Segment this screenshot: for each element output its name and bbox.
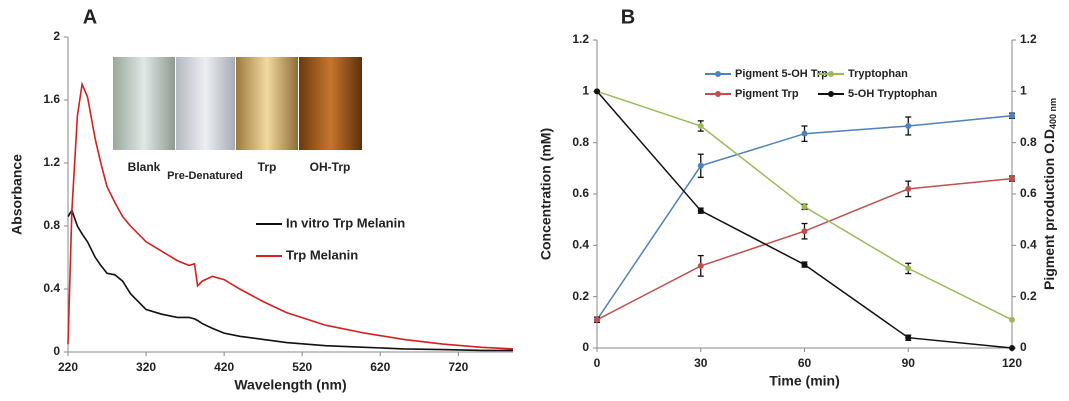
y2-tick-label: 0.8 bbox=[1020, 135, 1037, 149]
point bbox=[905, 122, 912, 129]
y-tick-label: 2 bbox=[53, 29, 60, 43]
photo-label: Trp bbox=[258, 160, 277, 174]
legend-label: Pigment Trp bbox=[735, 88, 799, 100]
y2-tick-label: 1 bbox=[1020, 84, 1027, 98]
point bbox=[1009, 175, 1015, 182]
point bbox=[1009, 316, 1015, 323]
series-line bbox=[596, 177, 1013, 321]
series-line bbox=[67, 81, 514, 350]
x-tick-label: 620 bbox=[370, 360, 390, 374]
y2-axis-label-main: Pigment production O.D bbox=[1041, 129, 1057, 290]
y2-tick-label: 0.4 bbox=[1020, 238, 1037, 252]
x-tick-label: 90 bbox=[902, 356, 916, 370]
legend-marker bbox=[715, 71, 721, 77]
y-tick-label: 0.8 bbox=[572, 135, 589, 149]
point bbox=[801, 228, 808, 235]
series-line bbox=[67, 208, 513, 352]
legend-marker bbox=[828, 71, 834, 77]
y-tick-label: 1.6 bbox=[43, 92, 60, 106]
legend-label: Trp Melanin bbox=[286, 247, 358, 262]
legend-marker bbox=[715, 91, 721, 97]
y-tick-label: 1.2 bbox=[43, 155, 60, 169]
y-tick-label: 0.2 bbox=[572, 289, 589, 303]
point bbox=[905, 265, 912, 272]
x-axis-label: Time (min) bbox=[769, 373, 840, 389]
panel-label: B bbox=[621, 6, 635, 28]
y-tick-label: 0 bbox=[582, 340, 589, 354]
legend-label: In vitro Trp Melanin bbox=[286, 215, 405, 230]
x-axis-label: Wavelength (nm) bbox=[234, 377, 346, 393]
y-tick-label: 0.4 bbox=[572, 238, 589, 252]
y-tick-label: 0.4 bbox=[43, 281, 60, 295]
point bbox=[1009, 112, 1015, 119]
legend-marker bbox=[828, 91, 834, 97]
x-tick-label: 0 bbox=[594, 356, 601, 370]
point bbox=[801, 203, 808, 210]
y-tick-label: 0.8 bbox=[43, 218, 60, 232]
photo-blank bbox=[113, 57, 175, 150]
photo-label: OH-Trp bbox=[310, 160, 351, 174]
x-tick-label: 720 bbox=[448, 360, 468, 374]
point bbox=[801, 261, 808, 268]
y2-axis-label-sub: 400 nm bbox=[1048, 98, 1058, 129]
photo-trp bbox=[236, 57, 298, 150]
point bbox=[697, 207, 704, 214]
y-tick-label: 0.6 bbox=[572, 186, 589, 200]
point bbox=[905, 334, 912, 341]
point bbox=[697, 122, 704, 129]
point bbox=[594, 316, 600, 323]
photo-label: Blank bbox=[128, 160, 161, 174]
panel-label: A bbox=[83, 6, 97, 28]
legend-label: Pigment 5-OH Trp bbox=[735, 68, 828, 80]
y-tick-label: 1.2 bbox=[572, 32, 589, 46]
point bbox=[697, 262, 704, 269]
x-tick-label: 120 bbox=[1002, 356, 1022, 370]
x-tick-label: 520 bbox=[292, 360, 312, 374]
point bbox=[697, 162, 704, 169]
point bbox=[905, 185, 912, 192]
y2-tick-label: 1.2 bbox=[1020, 32, 1037, 46]
y2-axis-label: Pigment production O.D400 nm bbox=[1041, 98, 1059, 290]
y2-tick-label: 0.2 bbox=[1020, 289, 1037, 303]
x-tick-label: 320 bbox=[136, 360, 156, 374]
y2-tick-label: 0 bbox=[1020, 340, 1027, 354]
x-tick-label: 420 bbox=[214, 360, 234, 374]
point bbox=[1009, 345, 1015, 351]
point bbox=[801, 130, 808, 137]
point bbox=[594, 88, 600, 95]
legend-label: Tryptophan bbox=[848, 68, 908, 80]
y2-tick-label: 0.6 bbox=[1020, 186, 1037, 200]
legend-label: 5-OH Tryptophan bbox=[848, 88, 938, 100]
x-tick-label: 30 bbox=[694, 356, 708, 370]
x-tick-label: 60 bbox=[798, 356, 812, 370]
y-tick-label: 1 bbox=[582, 84, 589, 98]
y-axis-label: Absorbance bbox=[9, 154, 25, 235]
y-axis-label: Concentration (mM) bbox=[538, 128, 554, 260]
y-tick-label: 0 bbox=[53, 344, 60, 358]
photo-predenatured bbox=[176, 57, 235, 150]
photo-label: Pre-Denatured bbox=[167, 170, 243, 182]
x-tick-label: 220 bbox=[58, 360, 78, 374]
photo-oh-trp bbox=[299, 57, 362, 150]
